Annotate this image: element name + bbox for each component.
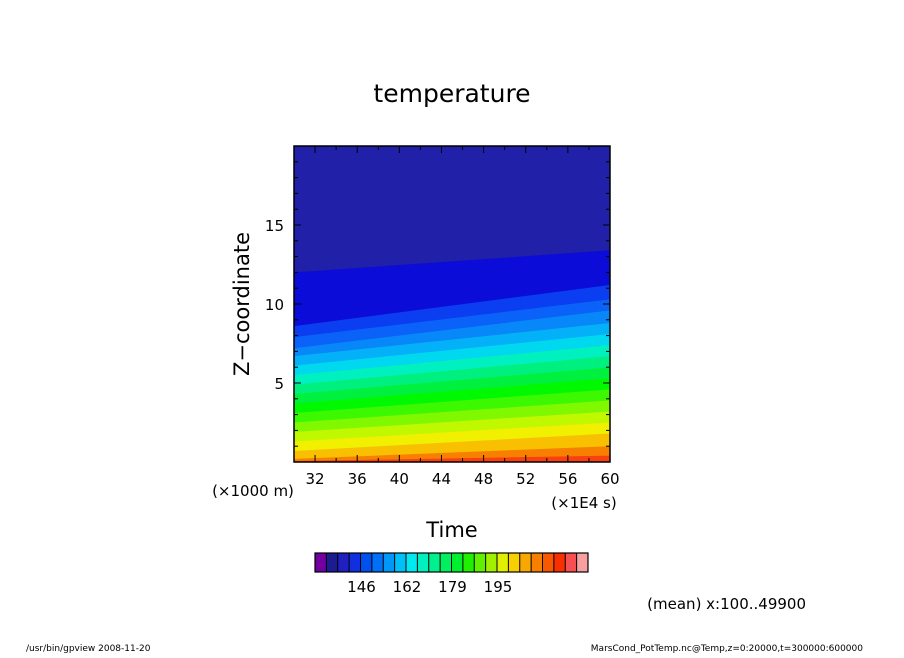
x-tick-label: 48 — [474, 470, 493, 488]
colorbar-swatch — [451, 553, 464, 572]
colorbar-label: 162 — [393, 578, 422, 596]
colorbar-swatch — [508, 553, 521, 572]
colorbar-swatch — [565, 553, 577, 572]
colorbar-swatch — [383, 553, 395, 572]
plot-area: 32 36 40 44 48 52 56 60 5 10 15 — [265, 145, 620, 488]
colorbar-swatch — [337, 553, 350, 572]
colorbar-swatch — [315, 553, 327, 572]
colorbar-swatch — [349, 553, 361, 572]
colorbar-swatch — [519, 553, 532, 572]
colorbar-swatch — [497, 553, 509, 572]
colorbar-frame — [314, 552, 589, 573]
colorbar-label: 195 — [484, 578, 513, 596]
x-axis-label: Time — [425, 518, 477, 542]
colorbar-swatch — [360, 553, 373, 572]
colorbar-swatch — [394, 553, 407, 572]
y-axis-unit: (×1000 m) — [212, 482, 294, 500]
colorbar-swatch — [326, 553, 339, 572]
colorbar-swatch — [542, 553, 555, 572]
x-tick-label: 56 — [558, 470, 577, 488]
colorbar-swatch — [440, 553, 452, 572]
mean-annotation: (mean) x:100..49900 — [647, 595, 806, 613]
x-tick-label: 44 — [432, 470, 451, 488]
colorbar-swatch — [417, 553, 430, 572]
x-axis-unit: (×1E4 s) — [551, 494, 616, 512]
colorbar: 146 162 179 195 — [314, 552, 589, 596]
y-tick-label: 15 — [265, 217, 284, 235]
footer-right: MarsCond_PotTemp.nc@Temp,z=0:20000,t=300… — [591, 644, 863, 654]
x-tick-label: 32 — [306, 470, 325, 488]
x-axis-ticks: 32 36 40 44 48 52 56 60 — [293, 146, 620, 488]
x-tick-label: 36 — [348, 470, 367, 488]
colorbar-swatch — [428, 553, 441, 572]
colorbar-swatch — [474, 553, 486, 572]
colorbar-swatch — [576, 553, 589, 572]
x-tick-label: 60 — [600, 470, 619, 488]
footer-left: /usr/bin/gpview 2008-11-20 — [26, 644, 151, 654]
colorbar-label: 146 — [347, 578, 376, 596]
y-tick-label: 5 — [274, 375, 284, 393]
colorbar-swatch — [553, 553, 566, 572]
x-tick-label: 52 — [516, 470, 535, 488]
colorbar-swatch — [406, 553, 418, 572]
chart-title: temperature — [373, 79, 530, 108]
y-axis-label: Z−coordinate — [230, 232, 254, 376]
colorbar-swatch — [462, 553, 475, 572]
colorbar-swatch — [531, 553, 543, 572]
contour-band-bottom — [294, 455, 610, 462]
x-tick-label: 40 — [390, 470, 409, 488]
y-tick-label: 10 — [265, 296, 284, 314]
colorbar-swatch — [485, 553, 498, 572]
y-axis-ticks: 5 10 15 — [265, 161, 610, 447]
contour-bands — [294, 146, 610, 462]
colorbar-label: 179 — [438, 578, 467, 596]
colorbar-swatch — [371, 553, 384, 572]
